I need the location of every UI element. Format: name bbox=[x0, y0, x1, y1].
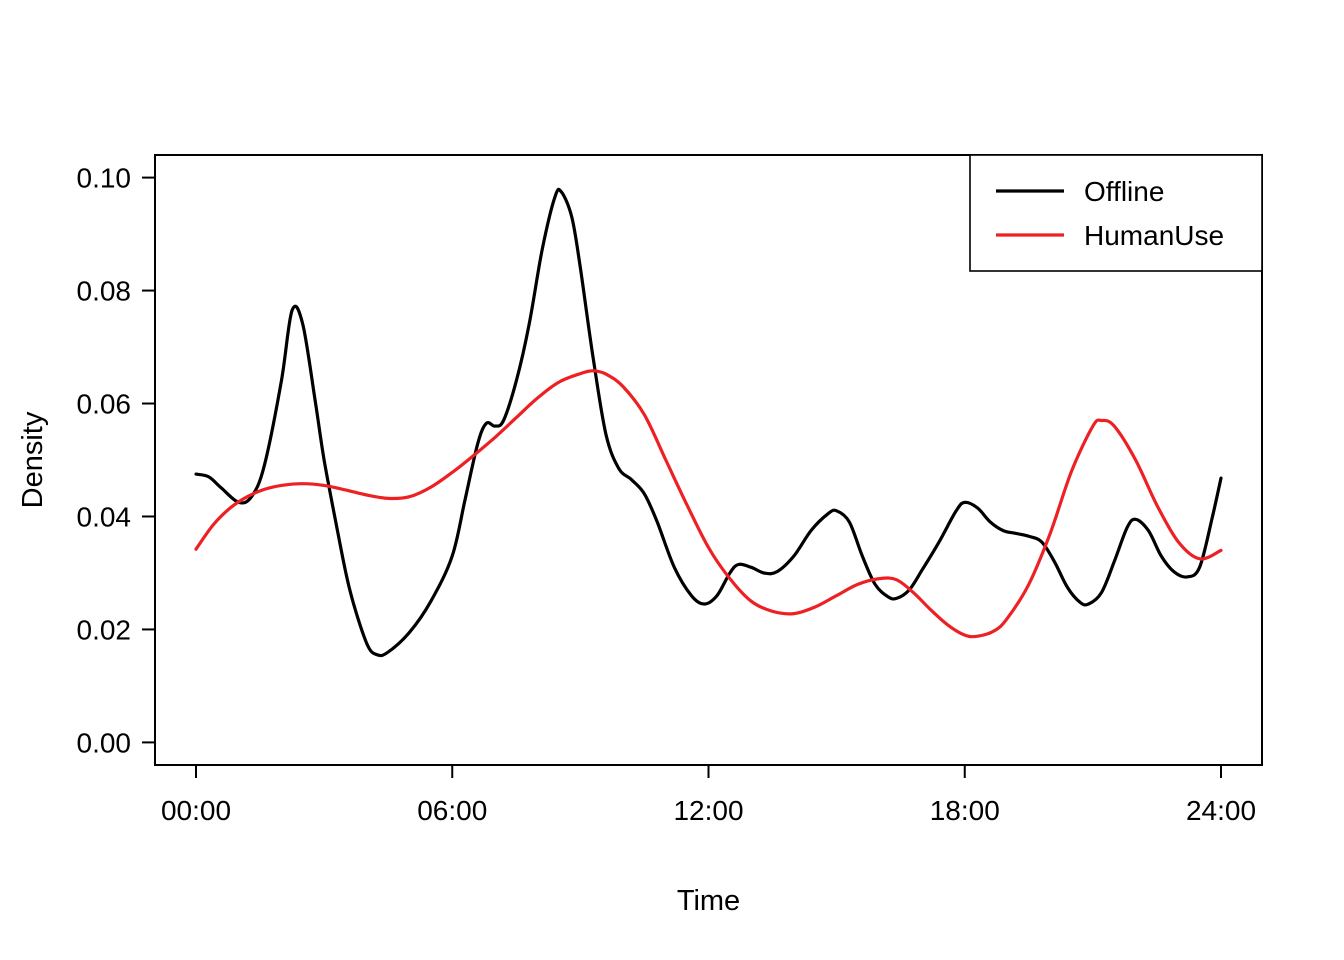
x-tick-label: 00:00 bbox=[161, 795, 231, 826]
legend-label: HumanUse bbox=[1084, 220, 1224, 251]
x-tick-label: 24:00 bbox=[1186, 795, 1256, 826]
legend: Offline HumanUse bbox=[969, 154, 1263, 272]
series-line-offline bbox=[194, 187, 1223, 658]
x-tick-label: 06:00 bbox=[417, 795, 487, 826]
y-tick-label: 0.08 bbox=[77, 276, 132, 307]
x-tick-label: 18:00 bbox=[930, 795, 1000, 826]
series-line-humanuse bbox=[194, 369, 1223, 639]
y-tick-label: 0.02 bbox=[77, 614, 132, 645]
x-axis-label: Time bbox=[677, 885, 740, 917]
legend-label: Offline bbox=[1084, 176, 1164, 207]
x-tick-label: 12:00 bbox=[673, 795, 743, 826]
legend-box bbox=[969, 154, 1263, 272]
y-tick-label: 0.00 bbox=[77, 727, 132, 758]
y-tick-label: 0.10 bbox=[77, 163, 132, 194]
y-axis-label: Density bbox=[17, 411, 49, 508]
y-tick-label: 0.04 bbox=[77, 501, 132, 532]
y-tick-label: 0.06 bbox=[77, 389, 132, 420]
